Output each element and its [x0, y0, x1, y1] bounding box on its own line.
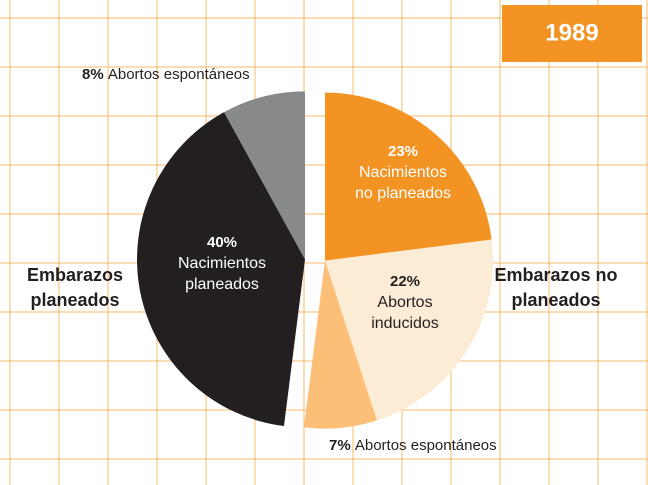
value-label: 8%: [82, 66, 104, 83]
pie-slice: [324, 239, 493, 421]
value-label: 7%: [329, 437, 351, 454]
slice-label: inducidos: [371, 315, 439, 332]
slice-label: Nacimientos: [178, 255, 266, 272]
slice-label: 8% Abortos espontáneos: [82, 66, 250, 83]
badge-text: 1989: [545, 19, 598, 46]
slice-label: planeados: [185, 276, 259, 293]
slice-label: Abortos: [377, 294, 432, 311]
pie-slice: [303, 260, 377, 429]
slice-label: Nacimientos: [359, 164, 447, 181]
group-label: planeados: [511, 290, 600, 310]
value-label: 23%: [388, 143, 418, 160]
slice-label-text: Abortos espontáneos: [355, 437, 497, 454]
value-label: 22%: [390, 273, 420, 290]
value-label: 40%: [207, 234, 237, 251]
slice-label: 7% Abortos espontáneos: [329, 437, 497, 454]
group-label: Embarazos: [27, 265, 123, 285]
slice-label-text: Abortos espontáneos: [108, 66, 250, 83]
badge: [502, 5, 642, 62]
pie-slice: [324, 92, 492, 261]
pie-slice: [224, 91, 306, 260]
group-label: planeados: [30, 290, 119, 310]
group-label: Embarazos no: [494, 265, 617, 285]
pie-slice: [137, 112, 306, 427]
slice-label: no planeados: [355, 185, 451, 202]
